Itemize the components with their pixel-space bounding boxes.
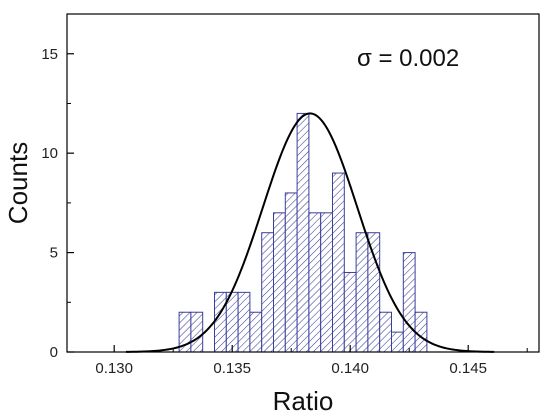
histogram-bar [343, 271, 357, 353]
histogram-bar [214, 291, 227, 353]
y-tick-label: 10 [41, 145, 58, 162]
histogram-bar [284, 192, 298, 353]
histogram-bar [367, 232, 381, 353]
y-axis-ticks: 0 5 10 15 [41, 46, 74, 361]
histogram-bar [190, 311, 204, 353]
histogram-bars [178, 112, 428, 353]
y-tick-label: 15 [41, 46, 58, 63]
x-tick-label: 0.145 [449, 360, 487, 377]
y-tick-label: 5 [50, 245, 58, 262]
gaussian-fit-curve [125, 112, 495, 353]
histogram-bar [308, 212, 322, 353]
histogram-bar [261, 232, 275, 353]
sigma-annotation: σ = 0.002 [357, 45, 459, 72]
histogram-bar [391, 331, 404, 353]
histogram-bar [414, 311, 428, 353]
x-axis-ticks: 0.130 0.135 0.140 0.145 [95, 345, 528, 377]
y-axis-title: Counts [3, 142, 33, 224]
histogram-bar [296, 112, 310, 353]
histogram-bar [249, 311, 263, 353]
histogram-bar [402, 252, 416, 353]
plot-frame [66, 13, 540, 353]
x-axis-title: Ratio [273, 386, 334, 416]
x-tick-label: 0.140 [331, 360, 369, 377]
y-tick-label: 0 [50, 344, 58, 361]
histogram-bar [237, 291, 251, 353]
x-tick-label: 0.135 [213, 360, 251, 377]
histogram-bar [273, 212, 286, 353]
histogram-bar [379, 311, 393, 353]
x-tick-label: 0.130 [95, 360, 133, 377]
histogram-bar [320, 212, 334, 353]
histogram-bar [355, 232, 369, 353]
histogram-bar [332, 172, 345, 353]
